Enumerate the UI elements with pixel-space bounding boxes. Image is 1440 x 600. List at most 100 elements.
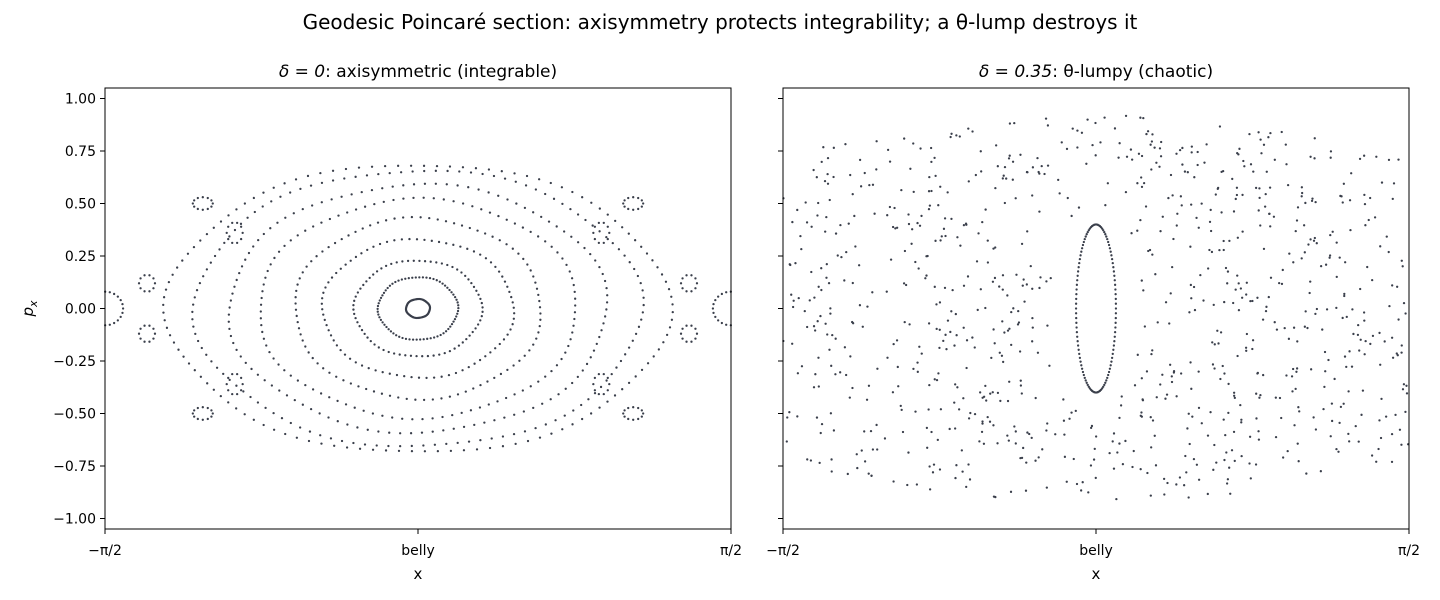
data-point xyxy=(298,426,302,429)
data-point xyxy=(938,301,942,304)
data-point xyxy=(376,304,380,308)
data-point xyxy=(717,319,720,322)
data-point xyxy=(1256,296,1259,299)
data-point xyxy=(1232,301,1235,305)
data-point xyxy=(515,202,518,205)
data-point xyxy=(532,275,535,278)
data-point xyxy=(892,342,895,346)
data-point xyxy=(472,387,475,390)
data-point xyxy=(324,286,327,289)
data-point xyxy=(387,328,390,331)
data-point xyxy=(164,288,168,291)
data-point xyxy=(984,384,987,388)
data-point xyxy=(511,247,514,250)
data-point xyxy=(241,382,244,386)
data-point xyxy=(849,355,852,358)
data-point xyxy=(471,205,474,208)
data-point xyxy=(205,268,209,271)
data-point xyxy=(422,196,425,199)
data-point xyxy=(296,379,299,382)
data-point xyxy=(565,263,568,267)
data-point xyxy=(1396,354,1399,357)
data-point xyxy=(901,430,905,434)
data-point xyxy=(574,297,577,300)
data-point xyxy=(1118,442,1121,445)
data-point xyxy=(1216,329,1219,332)
data-point xyxy=(891,391,895,394)
data-point xyxy=(489,351,492,354)
data-point xyxy=(433,443,437,446)
data-point xyxy=(576,213,580,216)
data-point xyxy=(967,463,970,466)
data-point xyxy=(975,260,979,263)
data-point xyxy=(544,192,547,196)
data-point xyxy=(640,368,644,372)
data-point xyxy=(1330,419,1334,423)
data-point xyxy=(283,244,286,248)
data-point xyxy=(538,324,541,328)
data-point xyxy=(193,296,196,299)
data-point xyxy=(316,362,319,365)
data-point xyxy=(1313,157,1316,160)
data-point xyxy=(1159,230,1162,233)
data-point xyxy=(1022,446,1025,450)
data-point xyxy=(452,320,455,323)
data-point xyxy=(1005,177,1008,180)
data-point xyxy=(637,417,640,421)
data-point xyxy=(610,372,613,376)
data-point xyxy=(395,334,398,337)
data-point xyxy=(1267,295,1270,299)
data-point xyxy=(360,328,364,332)
data-point xyxy=(432,376,436,379)
data-point xyxy=(431,430,434,433)
data-point xyxy=(993,276,997,280)
data-point xyxy=(452,243,455,246)
data-point xyxy=(353,299,356,302)
data-point xyxy=(415,354,418,358)
data-point xyxy=(980,170,983,173)
data-point xyxy=(695,282,699,285)
data-point xyxy=(381,321,384,324)
data-point xyxy=(606,225,609,228)
data-point xyxy=(1218,125,1222,128)
data-point xyxy=(938,468,942,471)
data-point xyxy=(939,239,942,242)
data-point xyxy=(627,207,630,211)
data-point xyxy=(152,337,155,340)
data-point xyxy=(1111,440,1114,443)
data-point xyxy=(406,259,410,263)
data-point xyxy=(1222,418,1225,421)
data-point xyxy=(1260,152,1263,155)
data-point xyxy=(564,387,567,390)
data-point xyxy=(506,333,509,336)
data-point xyxy=(598,266,601,269)
data-point xyxy=(953,401,956,404)
data-point xyxy=(340,195,343,198)
data-point xyxy=(992,424,995,427)
data-point xyxy=(537,293,540,297)
data-point xyxy=(381,187,384,190)
data-point xyxy=(1278,281,1281,285)
data-point xyxy=(657,348,660,351)
data-point xyxy=(662,341,665,344)
data-point xyxy=(1296,442,1299,445)
data-point xyxy=(1029,265,1032,268)
data-point xyxy=(1084,235,1087,238)
data-point xyxy=(1077,348,1080,351)
data-point xyxy=(477,323,480,326)
data-point xyxy=(143,340,146,343)
data-point xyxy=(417,376,421,379)
data-point xyxy=(627,346,631,349)
data-point xyxy=(405,397,408,400)
data-point xyxy=(892,480,895,483)
data-point xyxy=(537,331,540,334)
data-point xyxy=(201,418,204,421)
data-point xyxy=(1311,197,1314,200)
data-point xyxy=(645,252,649,255)
data-point xyxy=(824,230,827,233)
data-point xyxy=(352,304,355,307)
data-point xyxy=(433,336,436,339)
data-point xyxy=(218,248,221,251)
data-point xyxy=(1223,458,1226,462)
data-point xyxy=(571,331,574,334)
